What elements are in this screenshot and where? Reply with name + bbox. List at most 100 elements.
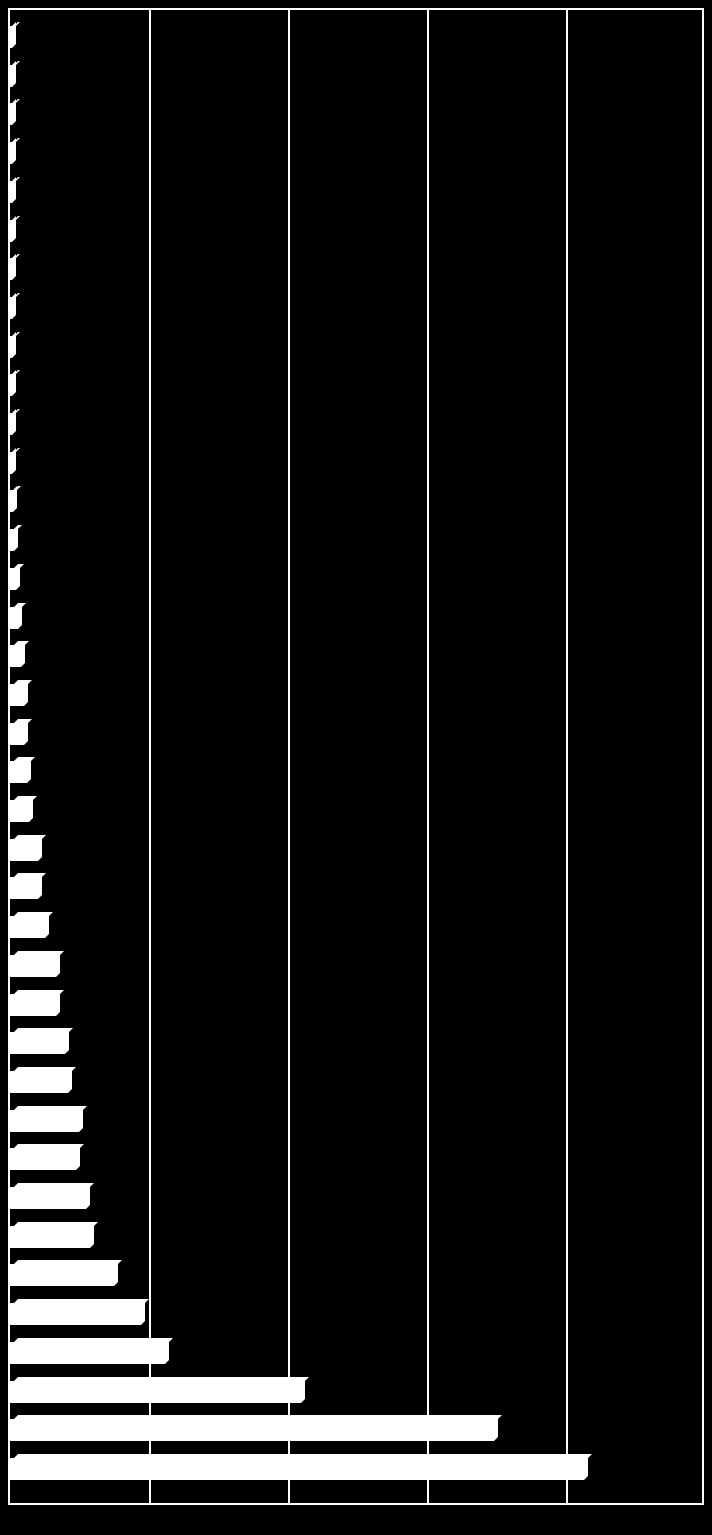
bar bbox=[10, 1144, 80, 1170]
bar bbox=[10, 603, 22, 629]
bar-side-face bbox=[45, 912, 49, 938]
bar-front bbox=[10, 490, 13, 512]
chart-container bbox=[0, 0, 712, 1535]
bar-front bbox=[10, 65, 12, 87]
plot-area bbox=[8, 8, 704, 1505]
bar-side-face bbox=[56, 951, 60, 977]
bar bbox=[10, 138, 16, 164]
bar-front bbox=[10, 297, 12, 319]
bar bbox=[10, 332, 16, 358]
bar-side-face bbox=[27, 757, 31, 783]
bar bbox=[10, 1222, 94, 1248]
bar bbox=[10, 912, 49, 938]
bar-side-face bbox=[12, 254, 16, 280]
bar-front bbox=[10, 1303, 141, 1325]
bar-side-face bbox=[12, 216, 16, 242]
bar-front bbox=[10, 103, 12, 125]
bar-front bbox=[10, 258, 12, 280]
bar bbox=[10, 1260, 118, 1286]
bar-front bbox=[10, 1187, 86, 1209]
bar-front bbox=[10, 761, 27, 783]
bar bbox=[10, 448, 16, 474]
bar-side-face bbox=[12, 409, 16, 435]
bar bbox=[10, 1067, 72, 1093]
bar bbox=[10, 1183, 90, 1209]
bar-front bbox=[10, 955, 56, 977]
bar-front bbox=[10, 839, 38, 861]
bar-front bbox=[10, 1264, 114, 1286]
bar-side-face bbox=[12, 99, 16, 125]
bar-side-face bbox=[21, 641, 25, 667]
bar bbox=[10, 796, 33, 822]
bar-side-face bbox=[79, 1106, 83, 1132]
bar-front bbox=[10, 1419, 494, 1441]
bar-front bbox=[10, 413, 12, 435]
bar-side-face bbox=[68, 1067, 72, 1093]
bar-front bbox=[10, 684, 24, 706]
bar-side-face bbox=[38, 835, 42, 861]
bar-side-face bbox=[12, 370, 16, 396]
bar-front bbox=[10, 723, 24, 745]
bar bbox=[10, 254, 16, 280]
bar-side-face bbox=[56, 990, 60, 1016]
bar-side-face bbox=[12, 448, 16, 474]
bar bbox=[10, 1454, 588, 1480]
bar-front bbox=[10, 916, 45, 938]
bar bbox=[10, 990, 60, 1016]
bar-front bbox=[10, 1381, 301, 1403]
bar-side-face bbox=[494, 1415, 498, 1441]
bar-front bbox=[10, 220, 12, 242]
bar-front bbox=[10, 1110, 79, 1132]
bar-front bbox=[10, 800, 29, 822]
bar-front bbox=[10, 994, 56, 1016]
bar bbox=[10, 873, 42, 899]
bar-side-face bbox=[24, 680, 28, 706]
bar-front bbox=[10, 1071, 68, 1093]
grid-line bbox=[427, 10, 429, 1503]
bar-side-face bbox=[16, 564, 20, 590]
bar bbox=[10, 216, 16, 242]
bar-side-face bbox=[301, 1377, 305, 1403]
bar-front bbox=[10, 452, 12, 474]
bar bbox=[10, 1377, 305, 1403]
bar-side-face bbox=[86, 1183, 90, 1209]
bar-front bbox=[10, 1148, 76, 1170]
bar-side-face bbox=[14, 525, 18, 551]
bar-front bbox=[10, 568, 16, 590]
bar-side-face bbox=[141, 1299, 145, 1325]
bar-side-face bbox=[38, 873, 42, 899]
bar bbox=[10, 719, 28, 745]
bar bbox=[10, 1106, 83, 1132]
bar-side-face bbox=[18, 603, 22, 629]
bar bbox=[10, 1299, 145, 1325]
bar-side-face bbox=[12, 61, 16, 87]
bar bbox=[10, 951, 60, 977]
bar-side-face bbox=[76, 1144, 80, 1170]
bar bbox=[10, 835, 42, 861]
bar-side-face bbox=[13, 486, 17, 512]
bar-side-face bbox=[12, 332, 16, 358]
bar bbox=[10, 757, 31, 783]
bar-front bbox=[10, 1226, 90, 1248]
bar bbox=[10, 1338, 169, 1364]
bar-front bbox=[10, 374, 12, 396]
bar-side-face bbox=[165, 1338, 169, 1364]
bar-front bbox=[10, 529, 14, 551]
bar bbox=[10, 564, 20, 590]
bar-side-face bbox=[584, 1454, 588, 1480]
bar-front bbox=[10, 1458, 584, 1480]
bar-front bbox=[10, 877, 38, 899]
bar-side-face bbox=[65, 1028, 69, 1054]
bar bbox=[10, 409, 16, 435]
bar-front bbox=[10, 181, 12, 203]
bar bbox=[10, 177, 16, 203]
bar bbox=[10, 22, 16, 48]
grid-line bbox=[566, 10, 568, 1503]
bar-front bbox=[10, 1342, 165, 1364]
bar-side-face bbox=[114, 1260, 118, 1286]
bar bbox=[10, 641, 25, 667]
bar bbox=[10, 1415, 498, 1441]
bar bbox=[10, 99, 16, 125]
bar bbox=[10, 525, 18, 551]
bar-front bbox=[10, 645, 21, 667]
